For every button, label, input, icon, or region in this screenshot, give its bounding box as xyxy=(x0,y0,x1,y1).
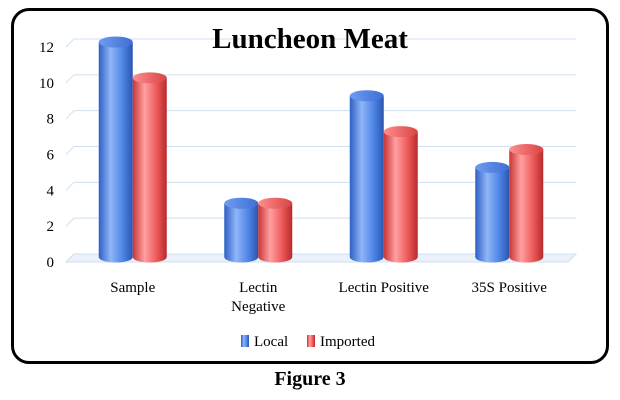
bar-imported-0 xyxy=(132,72,167,263)
legend-swatch xyxy=(241,335,249,347)
y-tick-label: 2 xyxy=(47,219,55,235)
y-tick-label: 10 xyxy=(39,76,54,92)
legend-swatch xyxy=(307,335,315,347)
bar-local-2 xyxy=(349,90,384,263)
legend-item-imported: Imported xyxy=(307,334,375,350)
legend-item-local: Local xyxy=(241,334,288,350)
bar-local-1 xyxy=(224,197,259,263)
bar-local-3 xyxy=(475,161,510,263)
y-tick-label: 8 xyxy=(47,112,55,128)
x-tick-label: Lectin Positive xyxy=(339,280,430,296)
bars xyxy=(98,36,544,263)
gridline xyxy=(65,110,576,120)
chart-title: Luncheon Meat xyxy=(212,23,408,55)
y-tick-label: 6 xyxy=(47,148,55,164)
bar-local-0 xyxy=(98,36,133,263)
bar-imported-2 xyxy=(383,126,418,263)
x-tick-label: Lectin Negative xyxy=(231,280,285,315)
legend: Local Imported xyxy=(241,334,375,350)
figure-caption: Figure 3 xyxy=(274,368,346,390)
bar-imported-3 xyxy=(509,144,544,263)
bar-imported-1 xyxy=(258,197,293,263)
gridline xyxy=(65,74,576,84)
y-tick-label: 4 xyxy=(47,183,55,199)
legend-label: Imported xyxy=(320,334,375,350)
y-tick-label: 12 xyxy=(39,40,54,56)
x-tick-label: Sample xyxy=(110,280,155,296)
y-tick-label: 0 xyxy=(47,255,55,271)
gridline xyxy=(65,38,576,48)
legend-label: Local xyxy=(254,334,288,350)
x-axis-labels: Sample Lectin Negative Lectin Positive 35S P… xyxy=(110,280,547,315)
x-tick-label: 35S Positive xyxy=(472,280,548,296)
y-axis: 0 2 4 6 8 10 12 xyxy=(39,40,55,271)
